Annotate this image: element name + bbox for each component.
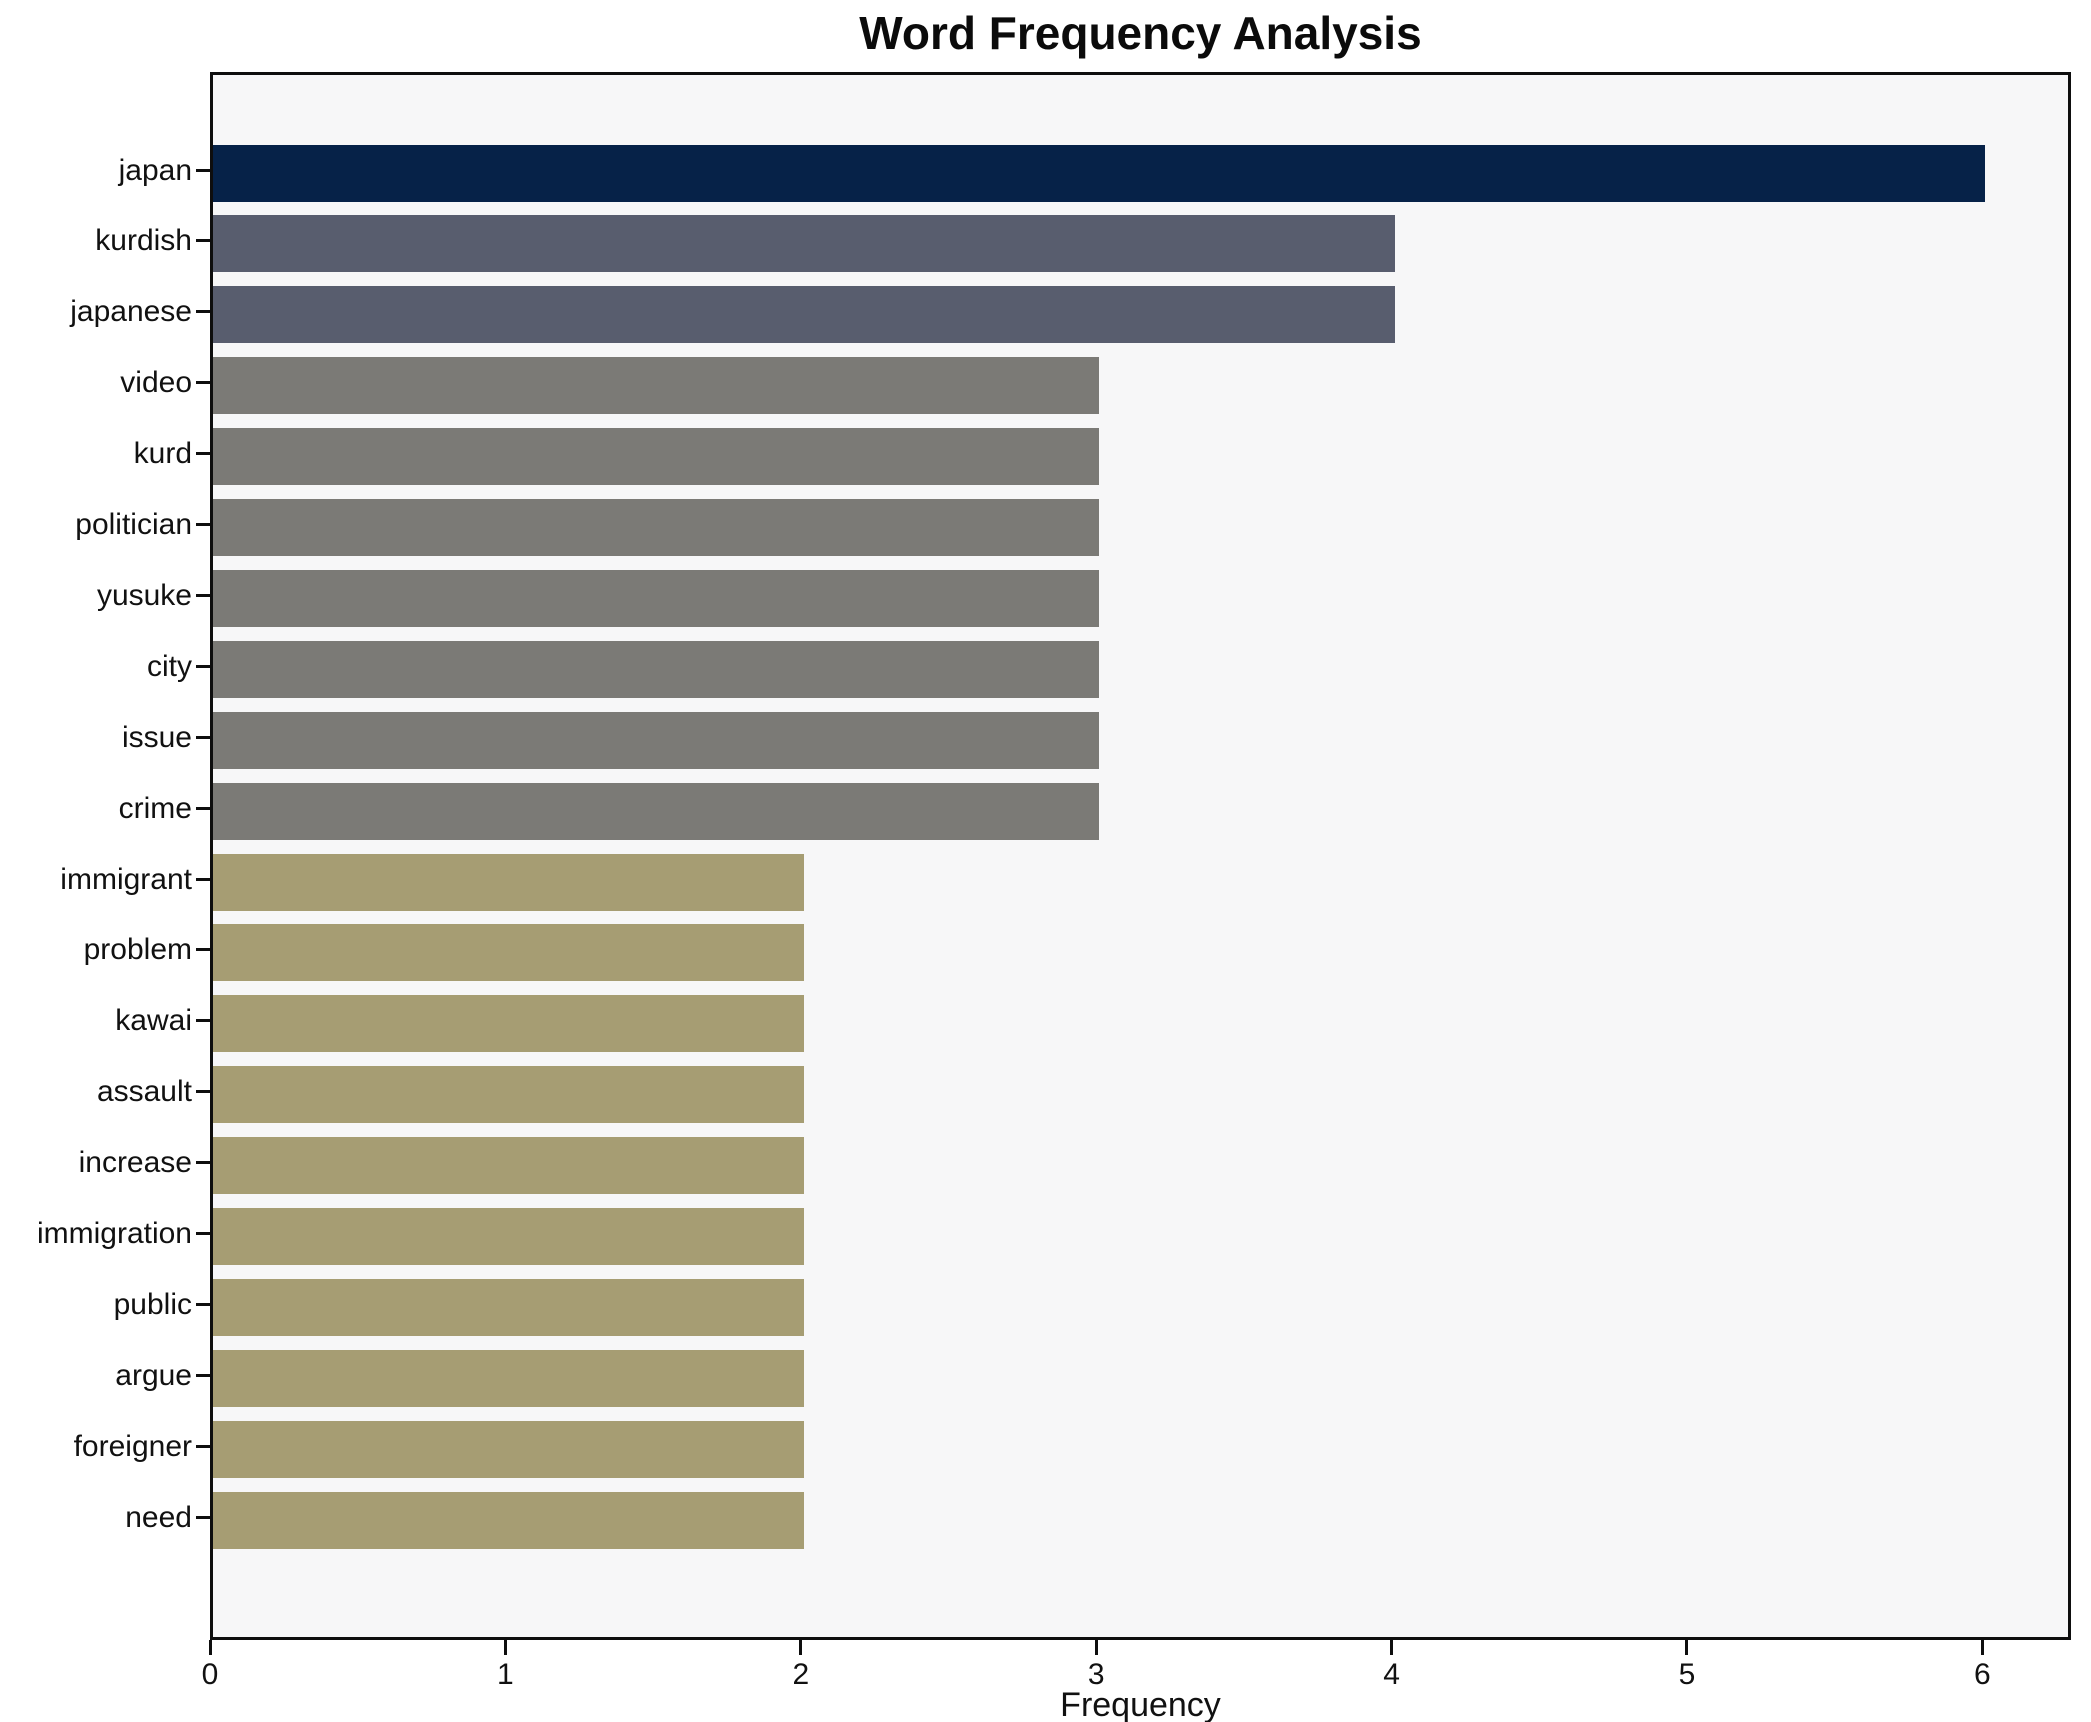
y-tick-mark [196, 1090, 210, 1094]
bar-public [213, 1278, 804, 1336]
y-tick-mark [196, 593, 210, 597]
y-tick-mark [196, 1515, 210, 1519]
x-tick-mark [1390, 1640, 1394, 1655]
bar-kurdish [213, 215, 1395, 273]
bar-yusuke [213, 569, 1100, 627]
x-tick-label-0: 0 [201, 1658, 219, 1691]
y-tick-label-public: public [113, 1287, 192, 1321]
x-axis-label: Frequency [1060, 1686, 1221, 1722]
bar-city [213, 640, 1100, 698]
bar-crime [213, 782, 1100, 840]
bar-politician [213, 499, 1100, 556]
x-tick-mark [1685, 1640, 1689, 1655]
y-tick-label-politician: politician [75, 508, 192, 541]
x-tick-label-2: 2 [792, 1658, 810, 1691]
y-tick-label-japan: japan [118, 153, 192, 187]
y-tick-mark [196, 1161, 210, 1165]
y-tick-mark [196, 948, 210, 952]
bar-increase [213, 1137, 804, 1195]
y-tick-label-argue: argue [115, 1358, 192, 1392]
y-tick-label-kurd: kurd [133, 437, 192, 471]
bar-immigration [213, 1208, 804, 1265]
bar-japan [213, 144, 1986, 202]
bar-kurd [213, 428, 1100, 486]
bar-japanese [213, 286, 1395, 344]
x-tick-mark [1980, 1640, 1984, 1655]
y-tick-mark [196, 1019, 210, 1023]
x-tick-mark [1094, 1640, 1098, 1655]
bar-issue [213, 711, 1100, 769]
bar-assault [213, 1066, 804, 1124]
y-tick-mark [196, 735, 210, 739]
plot-area [210, 72, 2071, 1640]
x-tick-mark [208, 1640, 212, 1655]
y-tick-label-need: need [125, 1500, 192, 1534]
y-tick-mark [196, 1373, 210, 1377]
y-tick-label-yusuke: yusuke [96, 578, 192, 612]
y-tick-mark [196, 523, 210, 526]
bar-argue [213, 1349, 804, 1407]
y-tick-label-kurdish: kurdish [95, 224, 192, 258]
x-tick-label-4: 4 [1383, 1658, 1400, 1691]
y-tick-label-assault: assault [96, 1075, 192, 1109]
bar-need [213, 1491, 804, 1549]
y-tick-label-immigration: immigration [36, 1217, 192, 1250]
x-tick-mark [503, 1640, 507, 1655]
y-tick-mark [196, 1302, 210, 1306]
x-tick-label-5: 5 [1678, 1658, 1696, 1691]
y-tick-mark [196, 310, 210, 314]
y-tick-label-increase: increase [78, 1146, 192, 1180]
bar-immigrant [213, 853, 804, 911]
chart-title: Word Frequency Analysis [859, 7, 1422, 59]
bar-foreigner [213, 1420, 804, 1478]
bar-video [213, 357, 1100, 415]
y-tick-label-crime: crime [118, 791, 192, 825]
y-tick-label-city: city [147, 649, 192, 683]
bar-kawai [213, 995, 804, 1053]
x-tick-label-3: 3 [1087, 1658, 1105, 1691]
y-tick-mark [196, 168, 210, 172]
y-tick-label-foreigner: foreigner [73, 1429, 192, 1463]
x-tick-label-1: 1 [497, 1658, 514, 1691]
x-tick-label-6: 6 [1974, 1658, 1991, 1691]
y-tick-label-immigrant: immigrant [60, 862, 192, 896]
y-tick-label-problem: problem [83, 933, 192, 967]
y-tick-mark [196, 452, 210, 456]
y-tick-label-japanese: japanese [70, 295, 192, 329]
y-tick-mark [196, 1444, 210, 1448]
y-tick-label-issue: issue [121, 720, 192, 754]
bar-problem [213, 924, 804, 982]
y-tick-mark [196, 239, 210, 243]
y-tick-mark [196, 1232, 210, 1235]
y-tick-mark [196, 877, 210, 881]
y-tick-mark [196, 806, 210, 810]
y-tick-label-video: video [120, 366, 192, 400]
y-tick-mark [196, 664, 210, 668]
y-tick-mark [196, 381, 210, 385]
y-tick-label-kawai: kawai [115, 1004, 192, 1038]
x-tick-mark [799, 1640, 803, 1655]
